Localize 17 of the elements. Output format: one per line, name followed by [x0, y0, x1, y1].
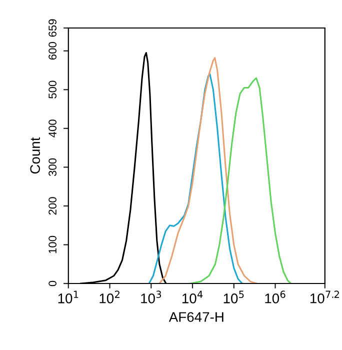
- y-tick-label: 659: [48, 19, 56, 37]
- y-tick-label: 300: [48, 158, 56, 176]
- x-tick-label: 10$^{1}$: [58, 290, 78, 304]
- y-tick-label: 600: [48, 42, 56, 60]
- y-tick-label: 500: [48, 80, 56, 98]
- y-tick-label: 200: [48, 197, 56, 215]
- x-axis-title: AF647-H: [168, 312, 224, 322]
- x-tick-label: 10$^{6}$: [265, 290, 286, 304]
- x-tick-label: 10$^{5}$: [224, 290, 244, 304]
- y-tick-label: 400: [48, 120, 56, 138]
- x-tick-label: 10$^{3}$: [141, 290, 162, 304]
- x-tick-label: 10$^{7.2}$: [310, 290, 339, 304]
- y-tick-label: 100: [48, 236, 56, 254]
- y-axis-title: Count: [30, 137, 40, 174]
- y-tick-label: 0: [48, 280, 56, 286]
- x-tick-label: 10$^{4}$: [182, 290, 203, 304]
- x-tick-label: 10$^{2}$: [100, 290, 120, 304]
